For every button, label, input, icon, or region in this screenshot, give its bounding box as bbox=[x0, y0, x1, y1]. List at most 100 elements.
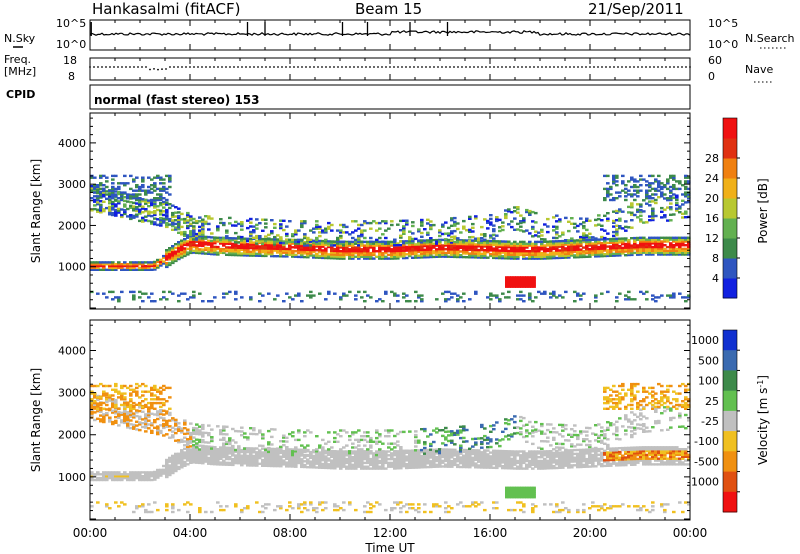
echo-cell bbox=[168, 206, 172, 210]
echo-cell bbox=[684, 236, 688, 239]
echo-cell bbox=[261, 250, 265, 254]
echo-cell bbox=[312, 464, 316, 467]
colorbar-swatch bbox=[723, 278, 737, 299]
echo-cell bbox=[117, 263, 121, 266]
echo-cell bbox=[372, 248, 376, 251]
echo-cell bbox=[222, 238, 226, 242]
echo-cell bbox=[651, 218, 655, 222]
echo-cell bbox=[327, 256, 331, 260]
echo-cell bbox=[315, 238, 319, 242]
echo-cell bbox=[300, 461, 304, 465]
echo-cell bbox=[168, 178, 172, 181]
echo-cell bbox=[417, 254, 421, 257]
echo-cell bbox=[117, 209, 121, 212]
echo-cell bbox=[576, 246, 580, 250]
echo-cell bbox=[426, 218, 430, 221]
echo-cell bbox=[147, 510, 151, 514]
freq-point bbox=[493, 66, 495, 68]
echo-cell bbox=[447, 290, 451, 294]
echo-cell bbox=[633, 238, 637, 242]
freq-point bbox=[557, 66, 559, 68]
echo-cell bbox=[111, 476, 115, 480]
echo-cell bbox=[507, 255, 511, 258]
echo-cell bbox=[675, 194, 679, 197]
echo-cell bbox=[276, 455, 280, 458]
echo-cell bbox=[219, 247, 223, 251]
freq-point bbox=[297, 66, 299, 68]
echo-cell bbox=[291, 507, 295, 510]
freq-point bbox=[109, 66, 111, 68]
echo-cell bbox=[321, 243, 325, 246]
echo-cell bbox=[177, 439, 181, 442]
echo-cell bbox=[363, 255, 367, 258]
echo-cell bbox=[108, 196, 112, 199]
echo-cell bbox=[255, 252, 259, 255]
nsky-label: N.Sky bbox=[4, 32, 36, 45]
freq-point bbox=[101, 66, 103, 68]
echo-cell bbox=[438, 249, 442, 253]
echo-cell bbox=[468, 230, 472, 233]
echo-cell bbox=[555, 256, 559, 260]
echo-cell bbox=[201, 218, 205, 221]
echo-cell bbox=[612, 197, 616, 200]
echo-cell bbox=[615, 191, 619, 194]
echo-cell bbox=[183, 238, 187, 241]
echo-cell bbox=[120, 195, 124, 198]
echo-cell bbox=[315, 223, 319, 227]
freq-unit: [MHz] bbox=[4, 65, 36, 78]
echo-cell bbox=[471, 239, 475, 242]
echo-cell bbox=[615, 239, 619, 242]
echo-cell bbox=[324, 240, 328, 243]
echo-cell bbox=[270, 232, 274, 235]
echo-cell bbox=[339, 467, 343, 470]
echo-cell bbox=[201, 435, 205, 438]
nsky-spikes bbox=[90, 22, 449, 36]
echo-cell bbox=[546, 240, 550, 243]
echo-cell bbox=[144, 403, 148, 407]
echo-cell bbox=[171, 248, 175, 252]
echo-cell bbox=[402, 240, 406, 243]
echo-cell bbox=[345, 452, 349, 455]
echo-cell bbox=[165, 187, 169, 191]
echo-cell bbox=[285, 436, 289, 439]
echo-cell bbox=[507, 251, 511, 254]
echo-cell bbox=[639, 210, 643, 214]
echo-cell bbox=[174, 424, 178, 427]
echo-cell bbox=[591, 242, 595, 245]
echo-cell bbox=[405, 221, 409, 224]
echo-cell bbox=[360, 296, 364, 299]
echo-cell bbox=[348, 452, 352, 455]
echo-cell bbox=[192, 447, 196, 451]
echo-cell bbox=[114, 408, 118, 411]
echo-cell bbox=[561, 249, 565, 252]
echo-cell bbox=[582, 232, 586, 235]
echo-cell bbox=[672, 213, 676, 216]
echo-cell bbox=[549, 296, 553, 299]
echo-cell bbox=[120, 290, 124, 294]
echo-cell bbox=[117, 471, 121, 474]
echo-cell bbox=[399, 465, 403, 468]
echo-cell bbox=[399, 243, 403, 247]
echo-cell bbox=[300, 220, 304, 223]
echo-cell bbox=[414, 300, 418, 303]
echo-cell bbox=[108, 266, 112, 270]
echo-cell bbox=[558, 249, 562, 252]
echo-cell bbox=[222, 438, 226, 442]
freq-point bbox=[149, 68, 151, 71]
echo-cell bbox=[165, 472, 169, 475]
echo-cell bbox=[93, 384, 97, 388]
echo-cell bbox=[351, 248, 355, 251]
echo-cell bbox=[210, 232, 214, 235]
echo-cell bbox=[195, 236, 199, 239]
echo-cell bbox=[390, 253, 394, 257]
echo-cell bbox=[288, 249, 292, 253]
echo-cell bbox=[264, 249, 268, 252]
echo-cell bbox=[189, 219, 193, 222]
echo-cell bbox=[372, 242, 376, 245]
echo-cell bbox=[336, 508, 340, 512]
echo-cell bbox=[606, 191, 610, 194]
echo-cell bbox=[348, 456, 352, 459]
echo-cell bbox=[294, 244, 298, 247]
echo-cell bbox=[348, 255, 352, 258]
echo-cell bbox=[555, 247, 559, 250]
